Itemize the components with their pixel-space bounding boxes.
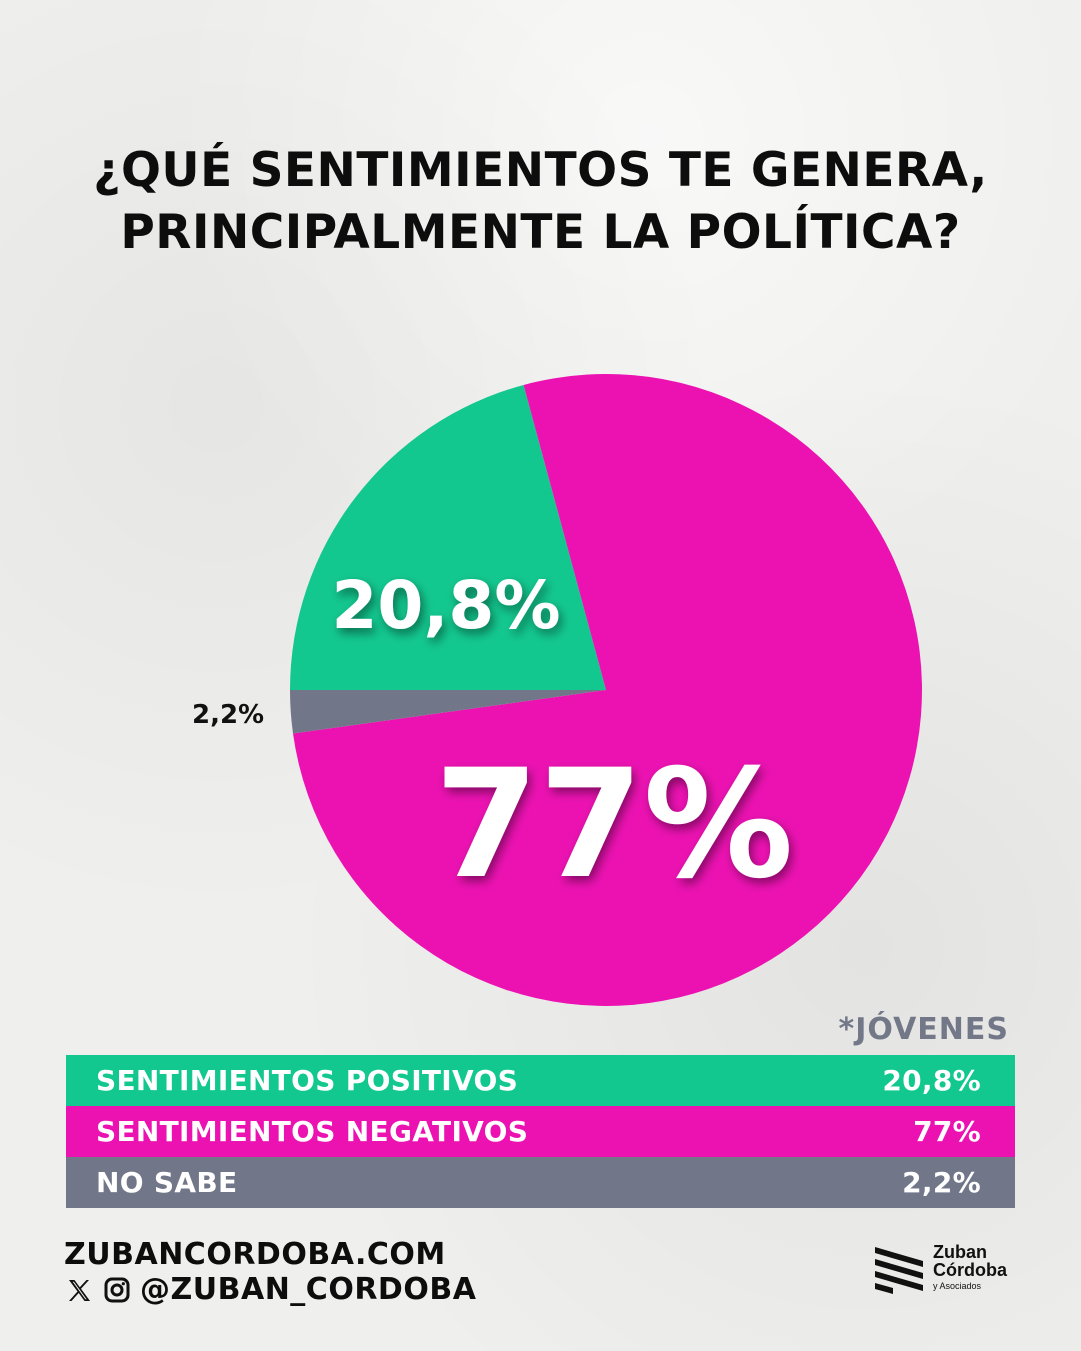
logo-line-1: Zuban <box>933 1242 987 1262</box>
social-handle[interactable]: @ZUBAN_CORDOBA <box>140 1272 477 1307</box>
logo-line-2: Córdoba <box>933 1260 1007 1280</box>
pie-label-1: 77% <box>434 738 793 912</box>
legend-label: SENTIMIENTOS NEGATIVOS <box>96 1115 529 1148</box>
page-title: ¿QUÉ SENTIMIENTOS TE GENERA, PRINCIPALME… <box>0 140 1081 264</box>
legend-value: 20,8% <box>882 1064 981 1097</box>
legend-value: 77% <box>913 1115 981 1148</box>
pie-label-0: 20,8% <box>332 567 561 644</box>
legend-value: 2,2% <box>902 1166 981 1199</box>
title-line-1: ¿QUÉ SENTIMIENTOS TE GENERA, <box>93 143 988 198</box>
legend-row-positivos: SENTIMIENTOS POSITIVOS 20,8% <box>66 1055 1015 1106</box>
website-link[interactable]: ZUBANCORDOBA.COM <box>64 1237 446 1272</box>
legend-row-no-sabe: NO SABE 2,2% <box>66 1157 1015 1208</box>
title-line-2: PRINCIPALMENTE LA POLÍTICA? <box>120 205 961 260</box>
legend-label: SENTIMIENTOS POSITIVOS <box>96 1064 519 1097</box>
legend-tag: *JÓVENES <box>838 1012 1009 1047</box>
legend-row-negativos: SENTIMIENTOS NEGATIVOS 77% <box>66 1106 1015 1157</box>
pie-label-no-sabe: 2,2% <box>192 700 265 730</box>
company-logo: Zuban Córdoba y Asociados <box>873 1243 1007 1297</box>
pie-slice-2 <box>290 690 606 734</box>
social-handle-row: @ZUBAN_CORDOBA <box>64 1272 476 1307</box>
pie-slice-0 <box>290 384 606 690</box>
x-icon[interactable] <box>64 1275 94 1305</box>
legend-label: NO SABE <box>96 1166 238 1199</box>
pie-slice-1 <box>293 374 923 1007</box>
instagram-icon[interactable] <box>102 1275 132 1305</box>
logo-line-3: y Asociados <box>933 1281 982 1291</box>
zuban-logo-icon <box>875 1247 923 1294</box>
legend-table: SENTIMIENTOS POSITIVOS 20,8% SENTIMIENTO… <box>66 1055 1015 1208</box>
logo-wordmark: Zuban Córdoba y Asociados <box>933 1243 1007 1291</box>
